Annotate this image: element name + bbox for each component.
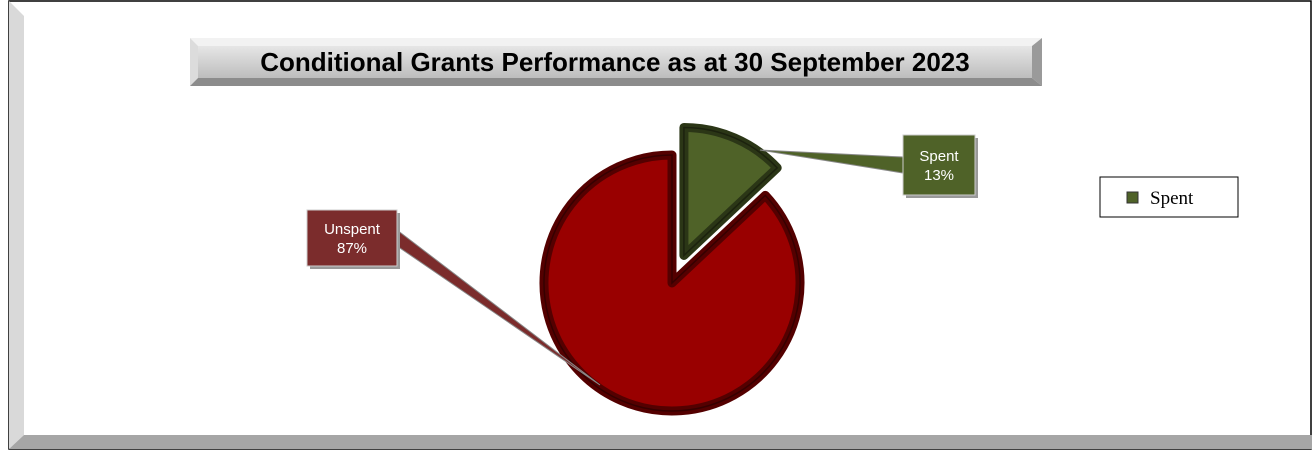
- title-bevel: [1032, 38, 1042, 86]
- data-label-value: 87%: [337, 240, 367, 257]
- legend-swatch: [1126, 191, 1139, 204]
- chart-title: Conditional Grants Performance as at 30 …: [260, 47, 969, 77]
- data-label-value: 13%: [924, 167, 954, 184]
- frame-bevel-bottom: [9, 435, 1312, 449]
- data-label-name: Spent: [919, 148, 959, 165]
- data-label-box: [902, 134, 976, 196]
- data-label-box: [306, 209, 398, 267]
- legend: [1099, 176, 1239, 218]
- title-box: [198, 46, 1032, 78]
- slice-highlight: [543, 154, 801, 412]
- slice-highlight: [683, 126, 779, 258]
- data-label-name: Unspent: [324, 221, 381, 238]
- frame-bevel-left: [9, 1, 24, 449]
- title-bevel: [190, 78, 1042, 86]
- title-bevel: [190, 38, 1042, 46]
- legend-label: Spent: [1150, 188, 1194, 209]
- title-bevel: [190, 38, 198, 86]
